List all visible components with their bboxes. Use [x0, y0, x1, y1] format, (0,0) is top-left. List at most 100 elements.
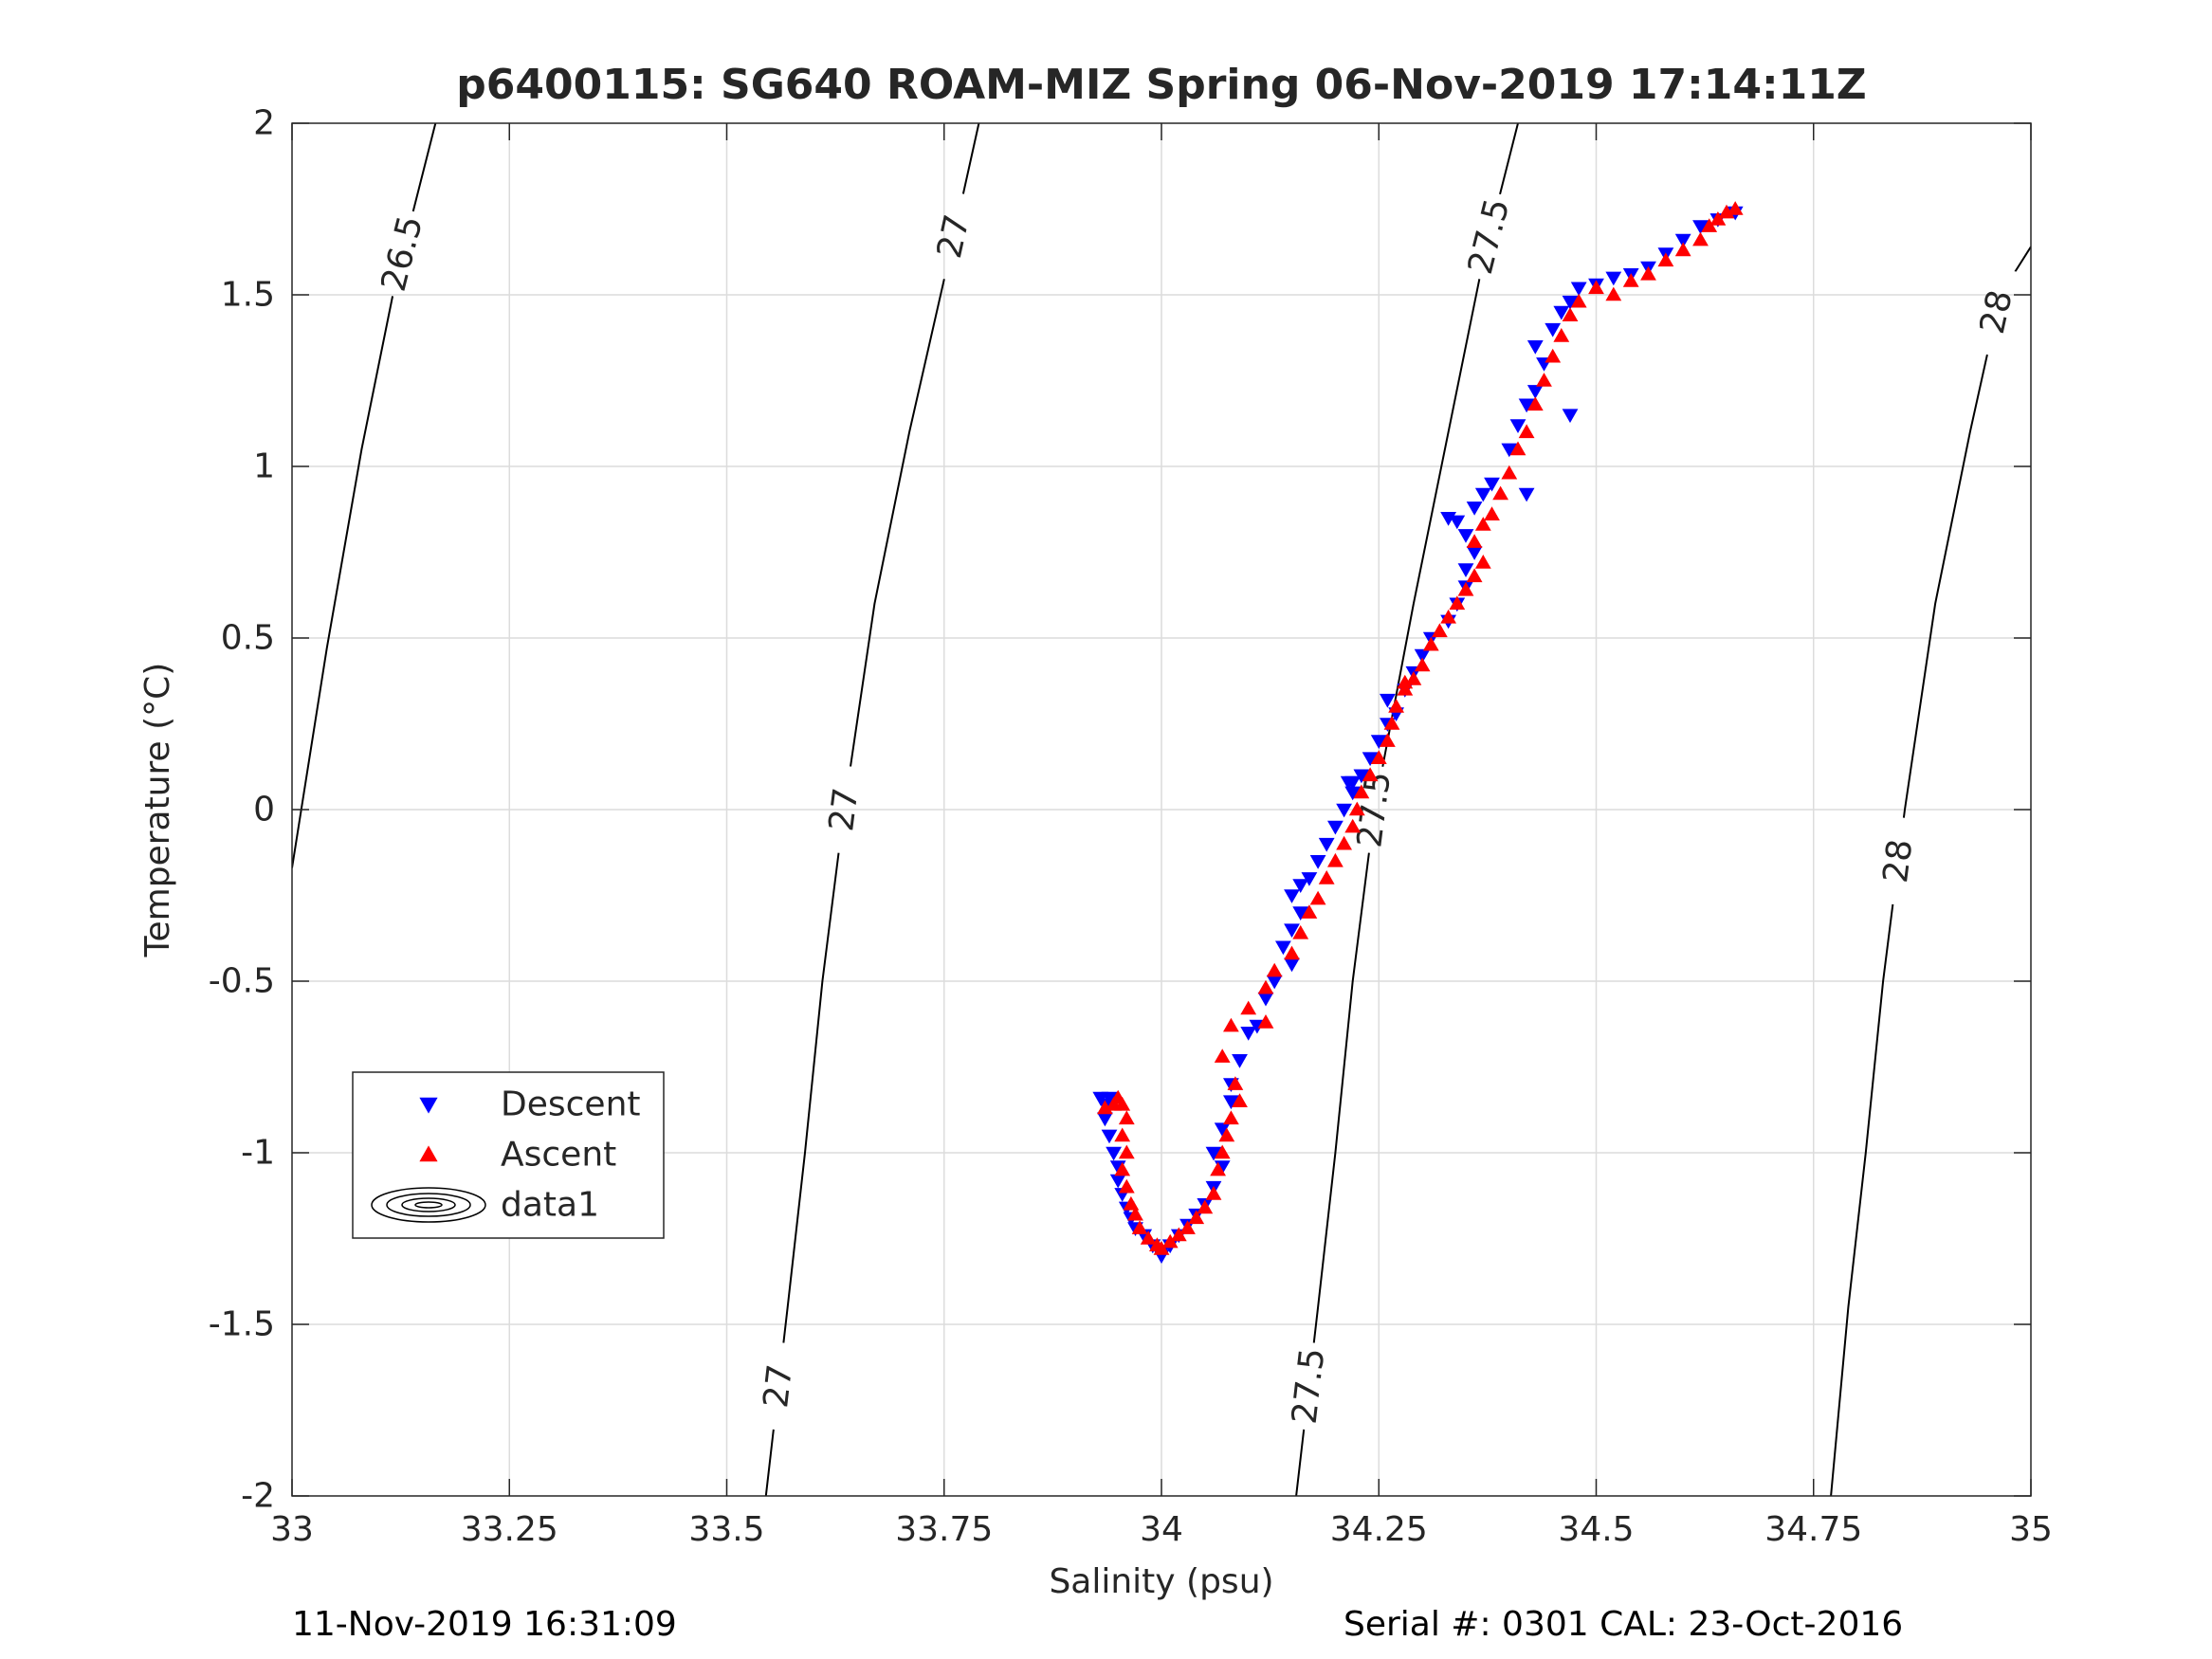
y-tick-label: 0: [253, 791, 275, 830]
x-tick-label: 33.5: [688, 1510, 764, 1549]
descent-point: [1562, 295, 1579, 310]
y-tick-label: -2: [241, 1477, 275, 1516]
descent-point: [1344, 786, 1362, 801]
ascent-point: [1214, 1048, 1231, 1063]
ascent-point: [1383, 716, 1400, 730]
ascent-point: [1197, 1199, 1214, 1214]
descent-point: [1106, 1146, 1122, 1161]
ascent-point: [1553, 328, 1570, 342]
descent-point: [1562, 409, 1579, 424]
ascent-point: [1466, 534, 1483, 548]
descent-point: [1101, 1091, 1118, 1106]
ascent-point: [1518, 424, 1535, 439]
ascent-point: [1114, 1127, 1131, 1142]
ascent-point: [1397, 674, 1414, 689]
contour-line-27: [764, 123, 980, 1496]
ascent-point: [1440, 609, 1456, 624]
descent-point: [1457, 563, 1474, 577]
ascent-point: [1170, 1227, 1187, 1242]
descent-point: [1362, 752, 1379, 767]
ascent-point: [1210, 1161, 1226, 1176]
y-tick-label: -0.5: [209, 962, 275, 1001]
descent-point: [1109, 1174, 1126, 1189]
descent-point: [1353, 769, 1370, 784]
ascent-point: [1570, 293, 1587, 308]
ascent-point: [1405, 671, 1422, 685]
ascent-point: [1127, 1206, 1143, 1221]
ascent-point: [1605, 286, 1622, 301]
descent-point: [1318, 837, 1335, 852]
contour-label: 27.5: [1286, 1346, 1333, 1426]
ascent-point: [1492, 485, 1508, 501]
ascent-point: [1545, 348, 1562, 363]
descent-point: [1284, 957, 1300, 973]
legend-marker-ascent: [419, 1145, 438, 1162]
ascent-point: [1318, 870, 1335, 884]
series-ascent: [1097, 201, 1744, 1255]
ascent-point: [1336, 835, 1352, 850]
ascent-point: [1131, 1220, 1148, 1234]
ascent-point: [1414, 657, 1431, 672]
y-tick-label: -1: [241, 1134, 275, 1173]
legend: Descent Ascent data1: [352, 1071, 665, 1239]
descent-point: [1232, 1054, 1248, 1068]
descent-point: [1484, 477, 1500, 492]
ascent-point: [1380, 733, 1396, 747]
ascent-point: [1179, 1220, 1196, 1234]
ascent-point: [1232, 1093, 1248, 1107]
ascent-point: [1218, 1127, 1235, 1142]
descent-point: [1414, 648, 1431, 664]
descent-point: [1526, 385, 1544, 399]
x-tick-label: 33.75: [895, 1510, 993, 1549]
footer-serial-cal: Serial #: 0301 CAL: 23-Oct-2016: [1344, 1605, 1904, 1644]
descent-point: [1466, 546, 1483, 560]
descent-point: [1692, 220, 1709, 234]
x-tick-label: 34.25: [1330, 1510, 1428, 1549]
descent-point: [1457, 529, 1474, 543]
ascent-point: [1484, 506, 1500, 520]
descent-point: [1501, 443, 1518, 458]
ascent-point: [1709, 211, 1727, 226]
descent-point: [1466, 501, 1483, 516]
descent-point: [1449, 515, 1466, 530]
chart-title: p6400115: SG640 ROAM-MIZ Spring 06-Nov-2…: [456, 61, 1866, 109]
ascent-point: [1161, 1233, 1179, 1249]
descent-point: [1205, 1146, 1222, 1161]
x-tick-label: 33.25: [461, 1510, 558, 1549]
ascent-point: [1509, 441, 1526, 456]
ascent-point: [1474, 517, 1491, 531]
descent-point: [1545, 322, 1562, 337]
ascent-point: [1292, 924, 1309, 939]
descent-point: [1344, 775, 1362, 791]
descent-point: [1266, 975, 1283, 990]
ascent-point: [1640, 265, 1656, 281]
ascent-point: [1118, 1110, 1135, 1125]
ascent-point: [1153, 1241, 1170, 1255]
ascent-point: [1240, 1000, 1257, 1015]
descent-point: [1526, 340, 1544, 355]
ascent-point: [1205, 1186, 1222, 1200]
descent-point: [1301, 872, 1318, 886]
ascent-point: [1353, 784, 1370, 799]
ascent-point: [1118, 1178, 1135, 1194]
contour-label: 28: [1973, 286, 2020, 337]
ascent-point: [1114, 1096, 1131, 1111]
ascent-point: [1362, 767, 1379, 782]
ascent-point: [1727, 201, 1744, 215]
ascent-point: [1701, 218, 1718, 232]
ascent-point: [1266, 962, 1283, 977]
x-axis-label: Salinity (psu): [1049, 1562, 1273, 1601]
ascent-point: [1692, 231, 1709, 246]
ascent-point: [1466, 568, 1483, 583]
contour-line-28: [1830, 246, 2031, 1496]
ascent-point: [1327, 852, 1344, 867]
descent-point: [1275, 940, 1291, 956]
y-tick-label: 1: [253, 447, 275, 486]
legend-marker-descent: [419, 1097, 438, 1114]
y-tick-label: 2: [253, 104, 275, 143]
descent-point: [1097, 1112, 1113, 1127]
ascent-point: [1223, 1110, 1239, 1125]
data-series: [1092, 201, 1744, 1264]
x-tick-label: 34: [1140, 1510, 1183, 1549]
ascent-point: [1118, 1144, 1135, 1159]
